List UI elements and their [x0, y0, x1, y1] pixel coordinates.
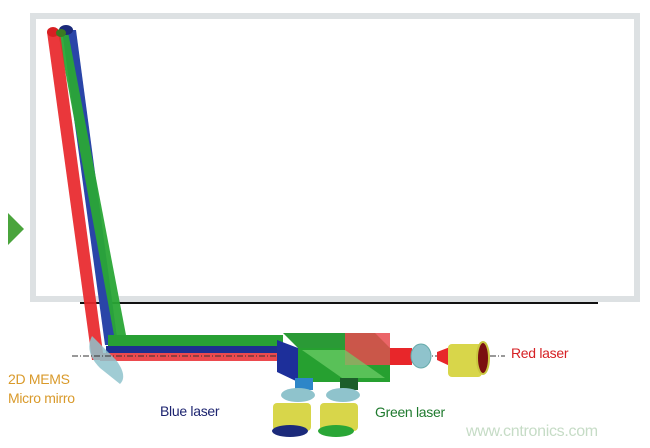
- red-beam-input: [390, 348, 412, 365]
- red-beam-spot: [47, 27, 59, 37]
- blue-laser-mount: [295, 378, 313, 390]
- green-beam-horizontal: [108, 335, 283, 346]
- blue-lens: [281, 388, 315, 402]
- projection-screen: [30, 13, 640, 302]
- mems-mirror: [89, 336, 124, 384]
- green-laser-aperture: [318, 425, 354, 437]
- red-laser-aperture: [476, 341, 490, 375]
- green-beam-vertical: [58, 32, 126, 335]
- blue-laser-label: Blue laser: [160, 403, 220, 419]
- red-laser-body: [448, 344, 482, 377]
- red-laser-cone: [437, 347, 450, 366]
- blue-beam-horizontal: [106, 346, 283, 353]
- red-laser-label: Red laser: [511, 345, 569, 361]
- dichroic-filter: [302, 350, 385, 378]
- play-arrow-icon: [8, 213, 24, 245]
- mems-label-line1: 2D MEMS: [8, 371, 70, 387]
- mems-label-line2: Micro mirro: [8, 390, 75, 406]
- red-beam-vertical: [47, 32, 104, 360]
- red-beam-horizontal: [100, 353, 283, 361]
- green-lens: [326, 388, 360, 402]
- blue-laser-aperture: [272, 425, 308, 437]
- watermark: www.cntronics.com: [466, 423, 598, 440]
- green-laser-label: Green laser: [375, 404, 445, 420]
- blue-laser-body: [273, 403, 311, 431]
- green-laser-body: [320, 403, 358, 431]
- red-lens: [410, 343, 432, 369]
- green-beam-spot: [56, 29, 66, 37]
- green-laser-mount: [340, 378, 358, 390]
- prism-cube-side: [277, 340, 298, 382]
